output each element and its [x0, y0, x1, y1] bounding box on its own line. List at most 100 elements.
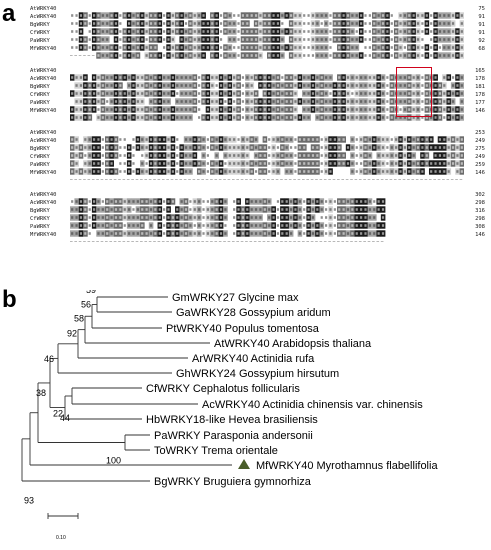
residue-position: 146 — [475, 170, 485, 176]
sequence-residues — [70, 138, 465, 151]
bootstrap-value: 56 — [81, 300, 91, 310]
residue-position: 146 — [475, 232, 485, 238]
bootstrap-value: 44 — [60, 413, 70, 423]
sequence-residues — [70, 192, 464, 205]
alignment-row: PaWRKY 259 — [30, 162, 485, 175]
sequence-name: AtWRKY40 — [30, 68, 57, 74]
sequence-residues — [70, 68, 465, 81]
sequence-name: AtWRKY40 — [30, 130, 57, 136]
sequence-name: MfWRKY40 — [30, 232, 57, 238]
residue-position: 91 — [478, 14, 485, 20]
alignment-row: BgWRKY 181 — [30, 84, 485, 97]
taxon-label: AcWRKY40 Actinidia chinensis var. chinen… — [202, 399, 423, 411]
residue-position: 91 — [478, 30, 485, 36]
alignment-row: BgWRKY 275 — [30, 146, 485, 159]
sequence-name: MfWRKY40 — [30, 170, 57, 176]
highlight-triangle-icon — [238, 459, 250, 469]
taxon-label: GmWRKY27 Glycine max — [172, 292, 299, 304]
residue-position: 302 — [475, 192, 485, 198]
taxon-label: ToWRKY Trema orientale — [154, 445, 278, 457]
wrkygqk-motif-highlight — [396, 67, 432, 117]
residue-position: 68 — [478, 46, 485, 52]
sequence-residues — [70, 92, 465, 105]
taxon-label: BgWRKY Bruguiera gymnorhiza — [154, 476, 312, 488]
sequence-name: AtWRKY40 — [30, 192, 57, 198]
sequence-name: AcWRKY40 — [30, 200, 57, 206]
alignment-row: MfWRKY40 146 — [30, 108, 485, 121]
taxon-label: GhWRKY24 Gossypium hirsutum — [176, 368, 339, 380]
sequence-residues — [70, 146, 465, 159]
residue-position: 253 — [475, 130, 485, 136]
alignment-row: PaWRKY 308 — [30, 224, 485, 237]
alignment-row: AtWRKY40 75 — [30, 6, 485, 19]
sequence-name: PaWRKY — [30, 162, 50, 168]
sequence-name: BgWRKY — [30, 84, 50, 90]
alignment-row: MfWRKY40 68 — [30, 46, 485, 59]
taxon-labels: GmWRKY27 Glycine max GaWRKY28 Gossypium a… — [146, 292, 438, 488]
bootstrap-value: 46 — [44, 354, 54, 364]
bootstrap-value: 38 — [36, 388, 46, 398]
sequence-name: CfWRKY — [30, 216, 50, 222]
sequence-name: AcWRKY40 — [30, 76, 57, 82]
sequence-residues — [70, 232, 464, 242]
scale-bar-label: 0.10 — [56, 535, 66, 541]
sequence-residues — [70, 22, 465, 35]
bootstrap-value: 59 — [86, 290, 96, 295]
residue-position: 308 — [475, 224, 485, 230]
sequence-name: BgWRKY — [30, 22, 50, 28]
panel-b-label: b — [2, 286, 17, 313]
sequence-name: AtWRKY40 — [30, 6, 57, 12]
alignment-row: CfWRKY 91 — [30, 30, 485, 43]
residue-position: 177 — [475, 100, 485, 106]
residue-position: 75 — [478, 6, 485, 12]
residue-position: 298 — [475, 216, 485, 222]
alignment-row: MfWRKY40 146 — [30, 232, 485, 242]
sequence-residues — [70, 6, 465, 19]
taxon-label: PtWRKY40 Populus tomentosa — [166, 323, 320, 335]
taxon-label: AtWRKY40 Arabidopsis thaliana — [214, 338, 372, 350]
residue-position: 259 — [475, 162, 485, 168]
residue-position: 178 — [475, 92, 485, 98]
sequence-name: AcWRKY40 — [30, 138, 57, 144]
alignment-row: CfWRKY 298 — [30, 216, 485, 229]
alignment-row: CfWRKY 249 — [30, 154, 485, 167]
residue-position: 146 — [475, 108, 485, 114]
taxon-label: ArWRKY40 Actinidia rufa — [192, 353, 315, 365]
sequence-name: PaWRKY — [30, 38, 50, 44]
sequence-name: CfWRKY — [30, 92, 50, 98]
sequence-residues — [70, 30, 465, 43]
sequence-residues — [70, 208, 464, 221]
taxon-label: CfWRKY Cephalotus follicularis — [146, 383, 300, 395]
residue-position: 181 — [475, 84, 485, 90]
alignment-row: MfWRKY40 146 — [30, 170, 485, 180]
alignment-row: BgWRKY 91 — [30, 22, 485, 35]
alignment-row: CfWRKY 178 — [30, 92, 485, 105]
residue-position: 316 — [475, 208, 485, 214]
residue-position: 92 — [478, 38, 485, 44]
alignment-row: AtWRKY40 165 — [30, 68, 485, 81]
sequence-residues — [70, 170, 464, 180]
sequence-name: CfWRKY — [30, 154, 50, 160]
residue-position: 249 — [475, 154, 485, 160]
sequence-residues — [70, 200, 464, 213]
sequence-residues — [70, 108, 465, 121]
alignment-row: AcWRKY40 91 — [30, 14, 485, 27]
sequence-name: AcWRKY40 — [30, 14, 57, 20]
residue-position: 178 — [475, 76, 485, 82]
sequence-residues — [70, 224, 464, 237]
taxon-label: MfWRKY40 Myrothamnus flabellifolia — [256, 460, 438, 472]
sequence-name: PaWRKY — [30, 100, 50, 106]
sequence-residues — [70, 38, 465, 51]
sequence-residues — [70, 130, 465, 143]
sequence-residues — [70, 154, 465, 167]
alignment-row: AtWRKY40 302 — [30, 192, 485, 205]
bootstrap-value: 93 — [24, 496, 34, 506]
alignment-row: PaWRKY 92 — [30, 38, 485, 51]
taxon-label: HbWRKY18-like Hevea brasiliensis — [146, 414, 318, 426]
alignment-row: AtWRKY40 253 — [30, 130, 485, 143]
taxon-label: GaWRKY28 Gossypium aridum — [176, 307, 331, 319]
bootstrap-value: 22 — [53, 409, 63, 419]
alignment-row: AcWRKY40 298 — [30, 200, 485, 213]
